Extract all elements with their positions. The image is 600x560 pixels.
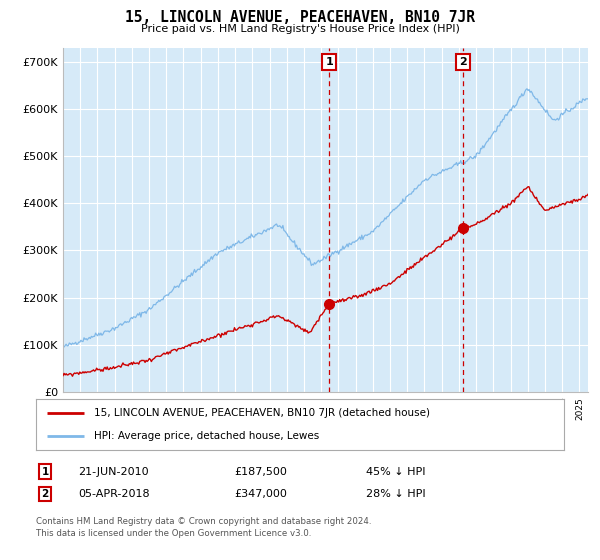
Text: 21-JUN-2010: 21-JUN-2010 xyxy=(78,466,149,477)
Text: £187,500: £187,500 xyxy=(234,466,287,477)
Text: 1: 1 xyxy=(41,466,49,477)
Text: 05-APR-2018: 05-APR-2018 xyxy=(78,489,149,499)
Text: 15, LINCOLN AVENUE, PEACEHAVEN, BN10 7JR: 15, LINCOLN AVENUE, PEACEHAVEN, BN10 7JR xyxy=(125,10,475,25)
Text: Price paid vs. HM Land Registry's House Price Index (HPI): Price paid vs. HM Land Registry's House … xyxy=(140,24,460,34)
Text: HPI: Average price, detached house, Lewes: HPI: Average price, detached house, Lewe… xyxy=(94,431,319,441)
Text: 45% ↓ HPI: 45% ↓ HPI xyxy=(366,466,425,477)
Text: 2: 2 xyxy=(41,489,49,499)
Text: This data is licensed under the Open Government Licence v3.0.: This data is licensed under the Open Gov… xyxy=(36,529,311,538)
Text: 1: 1 xyxy=(325,57,333,67)
Text: £347,000: £347,000 xyxy=(234,489,287,499)
Text: 28% ↓ HPI: 28% ↓ HPI xyxy=(366,489,425,499)
Text: Contains HM Land Registry data © Crown copyright and database right 2024.: Contains HM Land Registry data © Crown c… xyxy=(36,517,371,526)
Text: 15, LINCOLN AVENUE, PEACEHAVEN, BN10 7JR (detached house): 15, LINCOLN AVENUE, PEACEHAVEN, BN10 7JR… xyxy=(94,408,430,418)
Text: 2: 2 xyxy=(460,57,467,67)
